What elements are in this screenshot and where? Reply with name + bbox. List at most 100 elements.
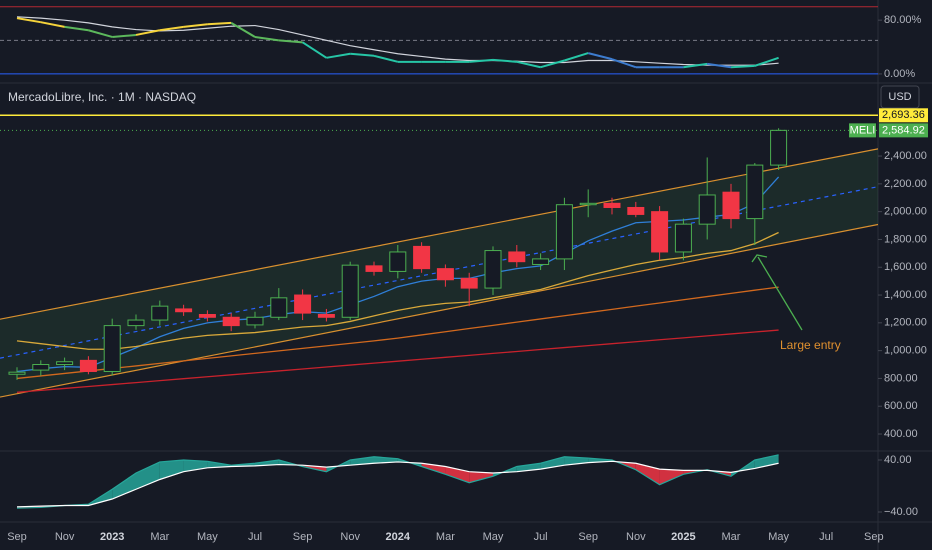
momentum-fill xyxy=(659,469,684,485)
candle-body xyxy=(389,251,407,272)
y-tick-label: 800.00 xyxy=(884,372,918,384)
x-tick-label: Nov xyxy=(340,531,360,543)
annotation-arrowhead xyxy=(751,254,768,263)
candle-body xyxy=(198,313,216,318)
signal-line xyxy=(16,16,779,66)
oscillator-segment xyxy=(516,60,541,69)
candle-body xyxy=(270,297,288,318)
x-tick-label: Sep xyxy=(864,531,884,543)
x-tick-label: May xyxy=(768,531,789,543)
candle-body xyxy=(175,308,193,313)
oscillator-segment xyxy=(302,41,327,59)
candle-body xyxy=(32,364,50,371)
symbol-tag-box xyxy=(849,123,876,138)
x-tick-label: Nov xyxy=(55,531,75,543)
oscillator-segment xyxy=(40,21,65,28)
x-tick-label: Sep xyxy=(293,531,313,543)
oscillator-segment xyxy=(254,35,279,42)
y-tick-label: 2,200.00 xyxy=(884,178,927,190)
currency-label[interactable]: USD xyxy=(888,91,911,103)
x-tick-label: Jul xyxy=(248,531,262,543)
oscillator-segment xyxy=(587,52,613,61)
candle-body xyxy=(508,251,526,263)
candle-body xyxy=(532,258,550,265)
momentum-panel xyxy=(16,454,779,509)
x-tick-label: Sep xyxy=(578,531,598,543)
y-tick-label: −40.00 xyxy=(884,506,918,518)
momentum-fill xyxy=(350,456,374,466)
oscillator-panel xyxy=(0,6,878,75)
oscillator-segment xyxy=(64,25,89,32)
y-tick-label: 1,600.00 xyxy=(884,261,927,273)
moving-average xyxy=(16,286,779,380)
momentum-fill xyxy=(754,454,779,469)
candle-body xyxy=(698,194,716,225)
price-panel xyxy=(0,128,878,398)
candle-body xyxy=(770,129,788,166)
y-tick-label: 2,400.00 xyxy=(884,150,927,162)
candle-body xyxy=(674,223,692,253)
candle-body xyxy=(413,245,431,270)
y-tick-label: 2,000.00 xyxy=(884,206,927,218)
channel-upper xyxy=(0,148,878,320)
candle-body xyxy=(151,305,169,321)
momentum-fill xyxy=(635,463,660,485)
oscillator-segment xyxy=(207,21,232,26)
annotation-arrow xyxy=(757,256,803,331)
currency-button[interactable] xyxy=(880,85,920,109)
oscillator-segment xyxy=(112,33,137,38)
oscillator-segment xyxy=(469,58,494,63)
oscillator-segment xyxy=(730,64,755,69)
oscillator-segment xyxy=(350,52,375,57)
oscillator-segment xyxy=(611,58,637,69)
chart-title: MercadoLibre, Inc. · 1M · NASDAQ xyxy=(8,90,196,104)
y-tick-label: 1,000.00 xyxy=(884,345,927,357)
y-tick-label: 1,800.00 xyxy=(884,233,927,245)
y-tick-label: 400.00 xyxy=(884,428,918,440)
moving-average xyxy=(16,231,779,350)
oscillator-segment xyxy=(278,39,303,44)
x-tick-label: Nov xyxy=(626,531,646,543)
x-tick-label: Sep xyxy=(7,531,27,543)
y-tick-label: 1,400.00 xyxy=(884,289,927,301)
candle-body xyxy=(341,264,359,318)
oscillator-segment xyxy=(326,52,351,59)
momentum-fill xyxy=(159,459,184,480)
candle-body xyxy=(365,265,383,272)
x-tick-label: May xyxy=(483,531,504,543)
candle-body xyxy=(79,359,97,372)
symbol-tag: MELI xyxy=(850,124,876,136)
candle-body xyxy=(627,206,645,215)
y-tick-label: 600.00 xyxy=(884,400,918,412)
signal-line xyxy=(16,460,779,508)
momentum-fill xyxy=(136,461,160,490)
candle-body xyxy=(436,268,454,281)
oscillator-segment xyxy=(88,29,113,38)
oscillator-segment xyxy=(230,21,256,38)
candle-body xyxy=(294,294,312,314)
momentum-line xyxy=(16,454,779,509)
oscillator-segment xyxy=(754,56,779,67)
oscillator-segment xyxy=(707,62,732,69)
candle-body xyxy=(746,164,764,220)
price-label: 2,584.92 xyxy=(882,124,925,136)
oscillator-segment xyxy=(492,58,517,63)
momentum-fill xyxy=(207,461,232,468)
x-tick-label: Jul xyxy=(534,531,548,543)
channel-lower xyxy=(0,223,878,398)
y-tick-label: 80.00% xyxy=(884,14,922,26)
price-label-box xyxy=(879,108,928,123)
moving-average xyxy=(16,329,779,393)
annotation: Large entry xyxy=(780,338,841,352)
momentum-fill xyxy=(112,472,136,500)
x-tick-label: 2024 xyxy=(386,531,411,543)
oscillator-segment xyxy=(373,54,399,63)
candle-body xyxy=(56,361,74,366)
candle-body xyxy=(603,202,621,208)
x-tick-label: Mar xyxy=(150,531,169,543)
price-label: 2,693.36 xyxy=(882,109,925,121)
oscillator-segment xyxy=(540,59,565,69)
candle-body xyxy=(579,202,597,206)
